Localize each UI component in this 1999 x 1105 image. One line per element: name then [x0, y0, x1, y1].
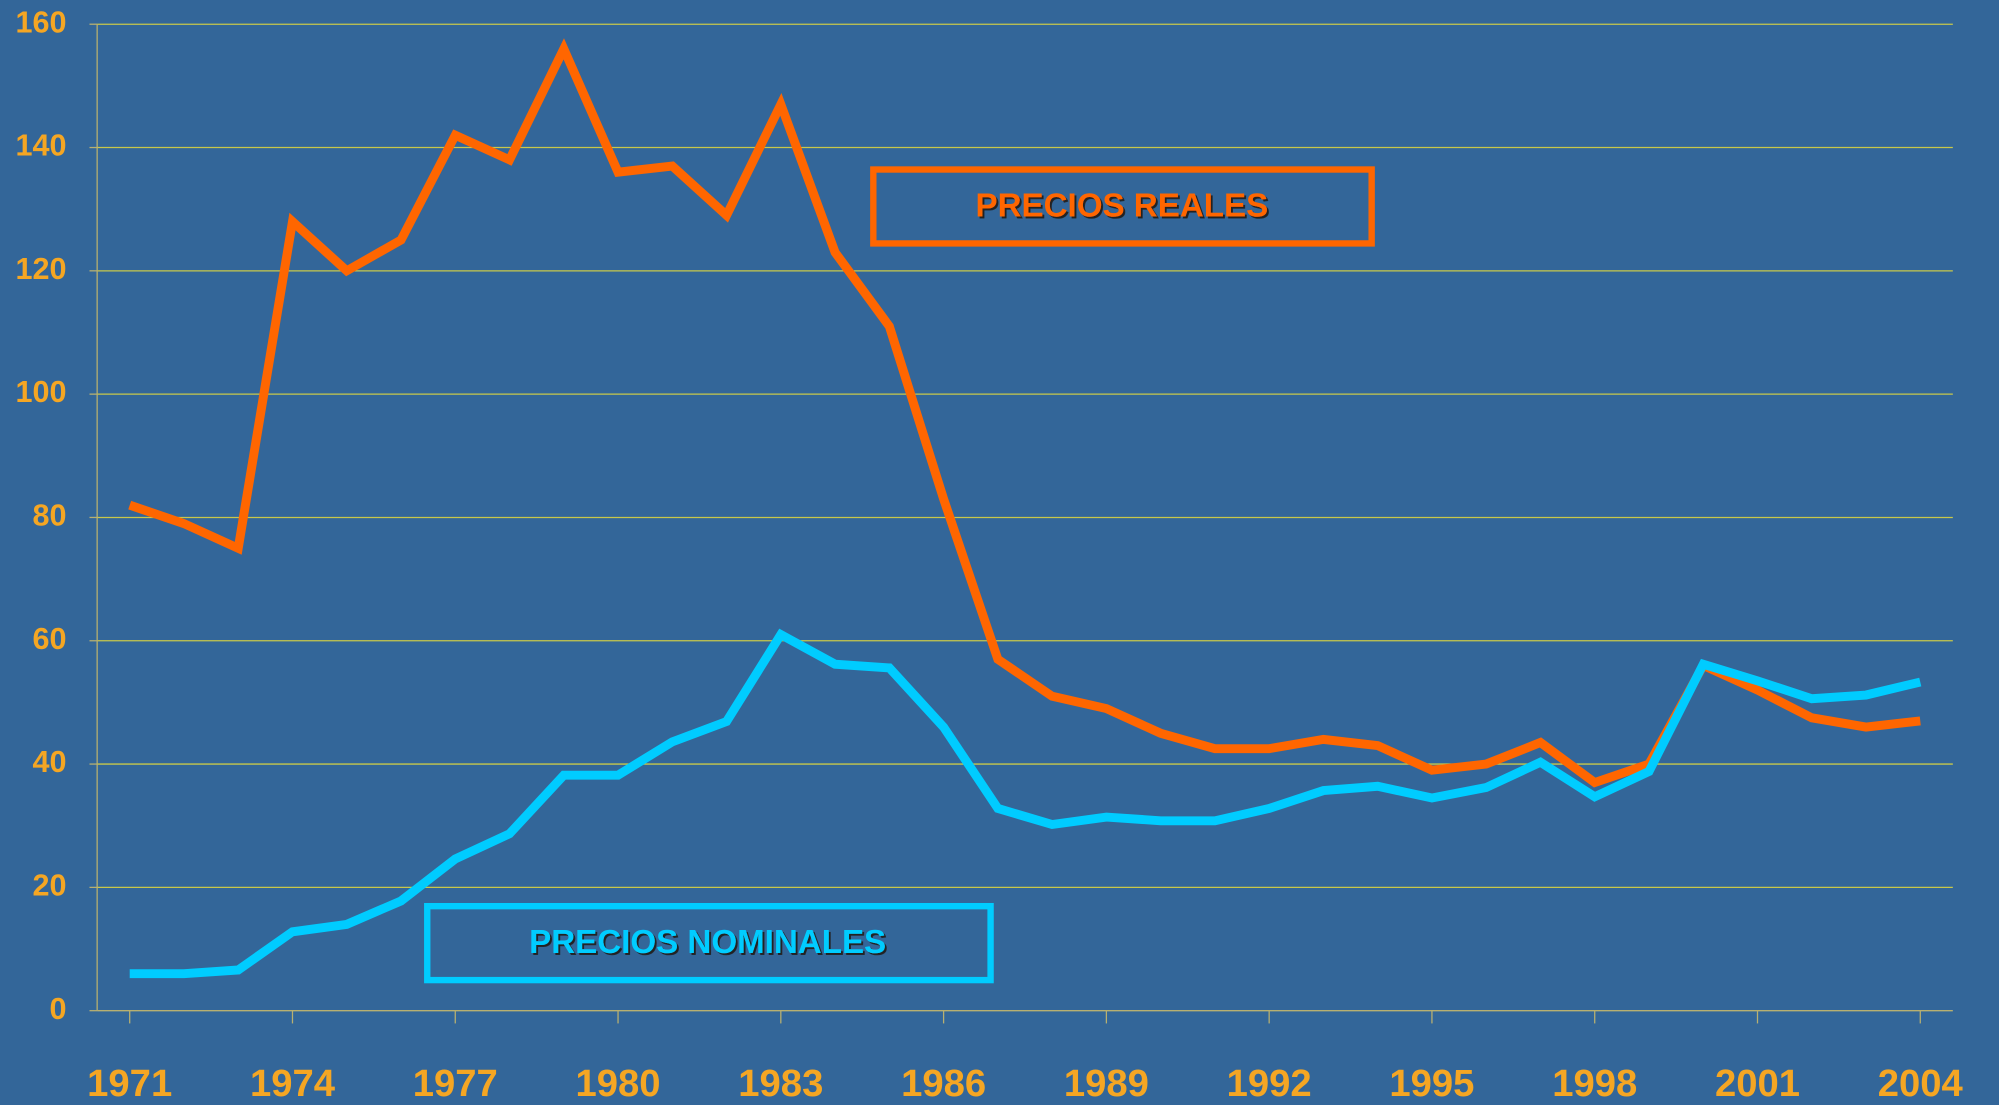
x-tick-label: 1971: [87, 1062, 172, 1105]
x-tick-label: 2001: [1715, 1062, 1800, 1105]
y-tick-label: 0: [50, 992, 67, 1026]
x-tick-label: 1998: [1552, 1062, 1637, 1105]
legend-label: PRECIOS REALES: [976, 187, 1269, 224]
x-tick-label: 2004: [1878, 1062, 1964, 1105]
y-tick-label: 100: [16, 375, 67, 409]
x-tick-label: 1986: [901, 1062, 986, 1105]
x-tick-label: 1974: [250, 1062, 336, 1105]
legend-label: PRECIOS NOMINALES: [529, 924, 886, 961]
y-tick-label: 80: [33, 499, 67, 533]
y-tick-label: 120: [16, 252, 67, 286]
series-line: [129, 628, 1922, 979]
x-tick-label: 1983: [738, 1062, 823, 1105]
y-tick-label: 60: [33, 622, 67, 656]
y-tick-label: 20: [33, 868, 67, 902]
x-tick-label: 1989: [1064, 1062, 1149, 1105]
legend-box: [424, 902, 994, 984]
y-tick-label: 160: [16, 5, 67, 39]
x-tick-label: 1992: [1227, 1062, 1312, 1105]
y-tick-label: 40: [33, 745, 67, 779]
y-tick-label: 140: [16, 129, 67, 163]
legend-box: [870, 166, 1375, 247]
x-tick-label: 1995: [1389, 1062, 1474, 1105]
series-line: [128, 38, 1921, 788]
x-tick-label: 1980: [576, 1062, 661, 1105]
x-tick-label: 1977: [413, 1062, 498, 1105]
